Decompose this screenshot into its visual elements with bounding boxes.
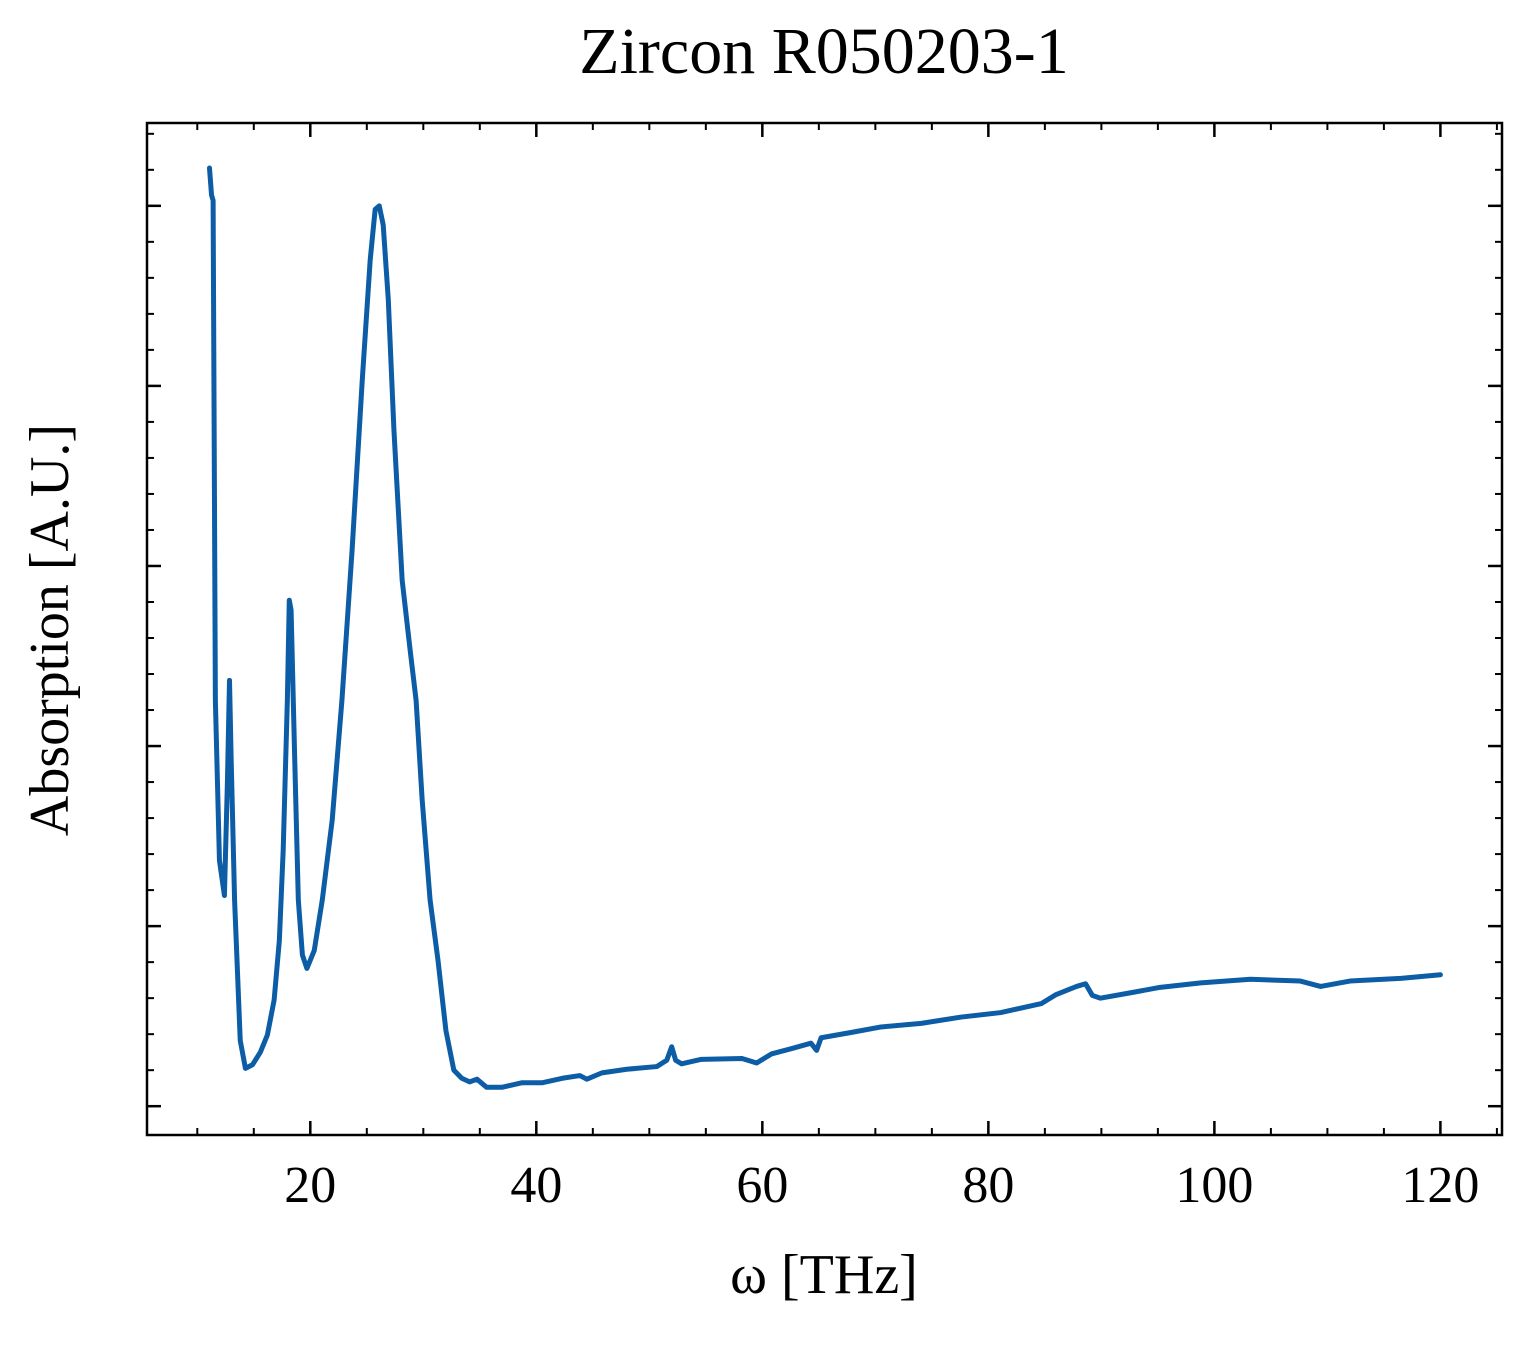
data-line: [206, 165, 1443, 1090]
x-tick-label: 100: [1175, 1157, 1253, 1214]
x-tick-label: 80: [962, 1157, 1014, 1214]
chart-title: Zircon R050203-1: [579, 15, 1068, 88]
x-tick-label: 20: [284, 1157, 336, 1214]
x-tick-label: 40: [510, 1157, 562, 1214]
plot-frame: [145, 121, 1504, 1137]
x-tick-label: 60: [736, 1157, 788, 1214]
x-tick-label: 120: [1401, 1157, 1479, 1214]
x-axis-label: ω [THz]: [730, 1244, 918, 1306]
y-axis-label: Absorption [A.U.]: [19, 424, 81, 836]
